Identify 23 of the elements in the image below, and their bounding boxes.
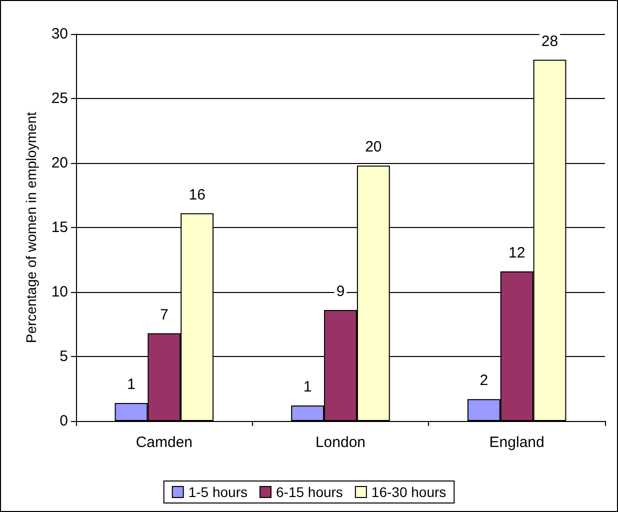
- y-tick-label: 30: [51, 26, 68, 42]
- legend-label: 1-5 hours: [188, 484, 248, 500]
- legend-label: 16-30 hours: [371, 484, 446, 500]
- y-tick-label: 15: [51, 219, 68, 236]
- data-label: 12: [508, 244, 526, 262]
- x-tick-label: England: [489, 434, 544, 451]
- y-tick-label: 10: [51, 284, 68, 300]
- y-tick-label: 0: [60, 412, 68, 430]
- x-tick-label: London: [315, 434, 366, 451]
- y-tick-label: 25: [51, 90, 68, 107]
- data-label: 1: [127, 376, 136, 393]
- legend-label: 6-15 hours: [276, 484, 343, 500]
- y-axis-title: Percentage of women in employment: [23, 112, 39, 344]
- data-label: 9: [336, 283, 345, 300]
- x-tick-label: Camden: [136, 434, 193, 451]
- y-tick-label: 20: [51, 154, 68, 172]
- data-label: 20: [365, 138, 382, 156]
- data-label: 2: [480, 372, 488, 390]
- y-tick-label: 5: [60, 348, 68, 365]
- data-label: 28: [541, 32, 558, 50]
- data-label: 1: [303, 378, 312, 396]
- data-label: 7: [160, 306, 168, 324]
- data-label: 16: [188, 186, 206, 204]
